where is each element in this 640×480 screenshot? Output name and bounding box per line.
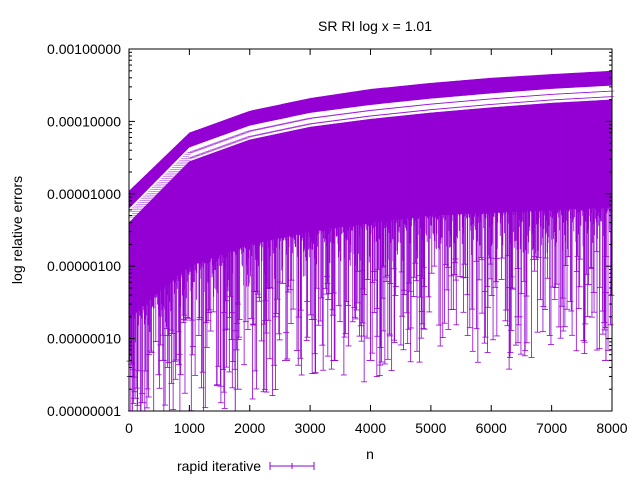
x-tick-label: 3000 [295,420,326,436]
y-tick-label: 0.00000100 [47,258,121,274]
x-axis-label: n [366,446,374,462]
y-axis: 0.00000001 0.00000010 0.00000100 0.00001000… [47,41,612,419]
y-tick-label: 0.00010000 [47,113,121,129]
x-tick-label: 5000 [415,420,446,436]
x-tick-label: 2000 [234,420,265,436]
y-tick-label: 0.00100000 [47,41,121,57]
x-tick-label: 6000 [476,420,507,436]
y-tick-label: 0.00000010 [47,331,121,347]
legend-key [269,462,315,470]
error-band-upper [129,70,612,209]
x-tick-label: 0 [125,420,133,436]
chart-title: SR RI log x = 1.01 [318,18,432,34]
legend: rapid iterative [177,458,315,474]
y-tick-label: 0.00000001 [47,403,121,419]
legend-label: rapid iterative [177,458,261,474]
x-axis: 0 1000 2000 3000 4000 5000 6000 7000 8000 [125,49,628,436]
x-tick-label: 4000 [355,420,386,436]
y-tick-label: 0.00001000 [47,186,121,202]
x-tick-label: 1000 [174,420,205,436]
x-tick-label: 7000 [536,420,567,436]
x-tick-label: 8000 [596,420,627,436]
y-axis-label: log relative errors [9,176,25,284]
plot-marks [126,70,615,412]
